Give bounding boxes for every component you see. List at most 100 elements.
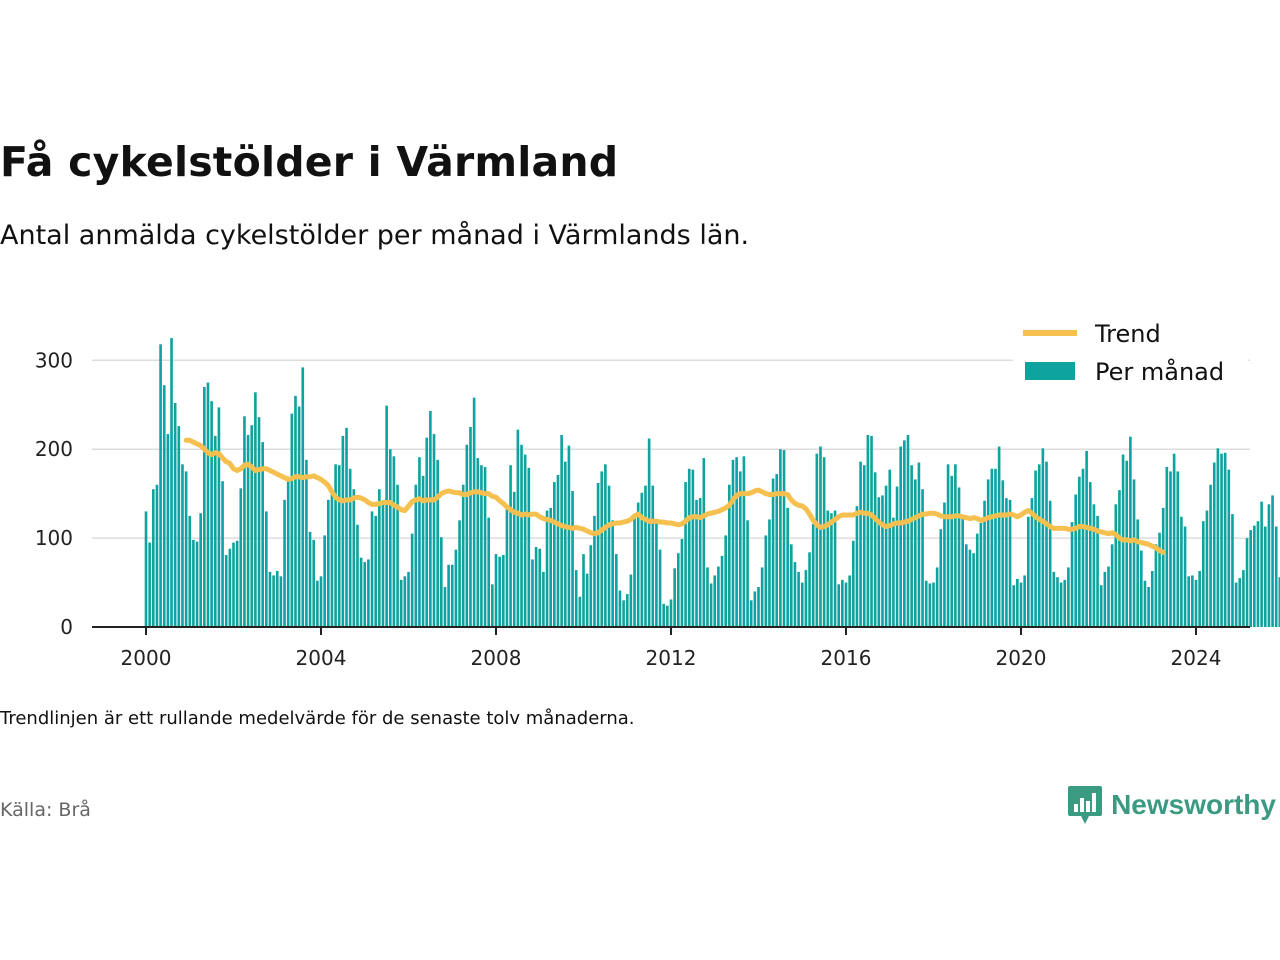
y-tick-label-300: 300 [35,348,73,372]
bar [1260,501,1263,627]
bar [374,515,378,628]
bar [862,465,866,627]
bar [1180,516,1183,627]
bar [421,475,425,627]
bar [680,538,684,627]
y-tick-label-200: 200 [35,437,73,461]
bar [687,468,691,627]
trend-line [183,437,1166,555]
bar [1005,498,1008,628]
bar [1267,504,1271,627]
bar [290,413,294,627]
bar [1125,460,1129,627]
bar [1118,490,1121,627]
y-axis-tick-labels: 0 100 200 300 [35,348,73,639]
bar [396,484,399,627]
bar [1107,566,1110,627]
bar [494,554,498,627]
bar [990,468,994,627]
bar [516,429,520,627]
bar [501,554,505,627]
bar [870,435,873,627]
bar [633,516,636,627]
bar [1220,453,1223,627]
bar [487,517,491,627]
bar [855,506,859,627]
bar [352,489,356,627]
bar [283,499,286,627]
bar [644,485,647,627]
x-tick-label-2020: 2020 [996,646,1047,670]
bar [997,446,1001,627]
bar [1045,461,1048,627]
bar [979,522,983,627]
legend-background [1013,315,1248,397]
bar [1023,575,1026,627]
trend-line-group [183,437,1166,555]
bar [1012,585,1016,627]
bar [903,440,906,627]
bar [819,446,822,627]
bar [192,539,195,627]
bar [691,469,695,627]
bar [596,482,600,627]
bar [294,395,297,627]
bar [935,567,939,627]
bar [676,553,680,627]
brand-name[interactable]: Newsworthy [1111,789,1276,820]
legend-swatch-per-month [1025,362,1075,380]
bar [429,410,432,627]
bar [790,544,793,627]
bar [308,531,312,627]
bar [1154,544,1158,627]
bar [1103,571,1107,627]
bar [983,500,986,627]
bar [228,548,232,627]
bar [844,582,848,627]
bar [188,515,192,628]
bar [498,556,501,627]
bar [301,367,305,627]
bar [957,487,961,627]
bar [1136,519,1139,627]
bar [523,454,527,627]
bar [913,479,917,627]
bar [217,407,221,627]
bar [1019,582,1023,627]
bar [1078,476,1081,627]
y-tick-label-100: 100 [35,526,73,550]
bar [764,535,768,627]
bar [363,562,367,627]
bar [465,444,469,627]
bar [899,446,903,627]
bar [567,445,571,627]
bar [1041,448,1045,627]
bar [1143,580,1147,627]
bar [706,567,709,627]
bar [239,488,243,627]
bar [906,434,910,627]
bar [1245,538,1249,627]
bar [1147,587,1150,628]
bar [545,510,549,627]
bar [538,548,542,627]
bar [647,438,651,627]
bar [939,529,943,627]
bar [877,497,881,627]
bar [921,489,924,627]
brand-logo[interactable]: Newsworthy [1067,784,1276,826]
bar [1026,516,1030,627]
bar [917,462,921,627]
bar [1172,453,1176,627]
bar [782,450,786,627]
bar [848,575,851,627]
bar [607,485,611,627]
bar [1238,578,1242,628]
bar [1169,471,1172,627]
bar [443,587,447,628]
bar [221,481,224,627]
bar [1176,471,1180,627]
bar [206,382,210,627]
bar [436,459,439,627]
